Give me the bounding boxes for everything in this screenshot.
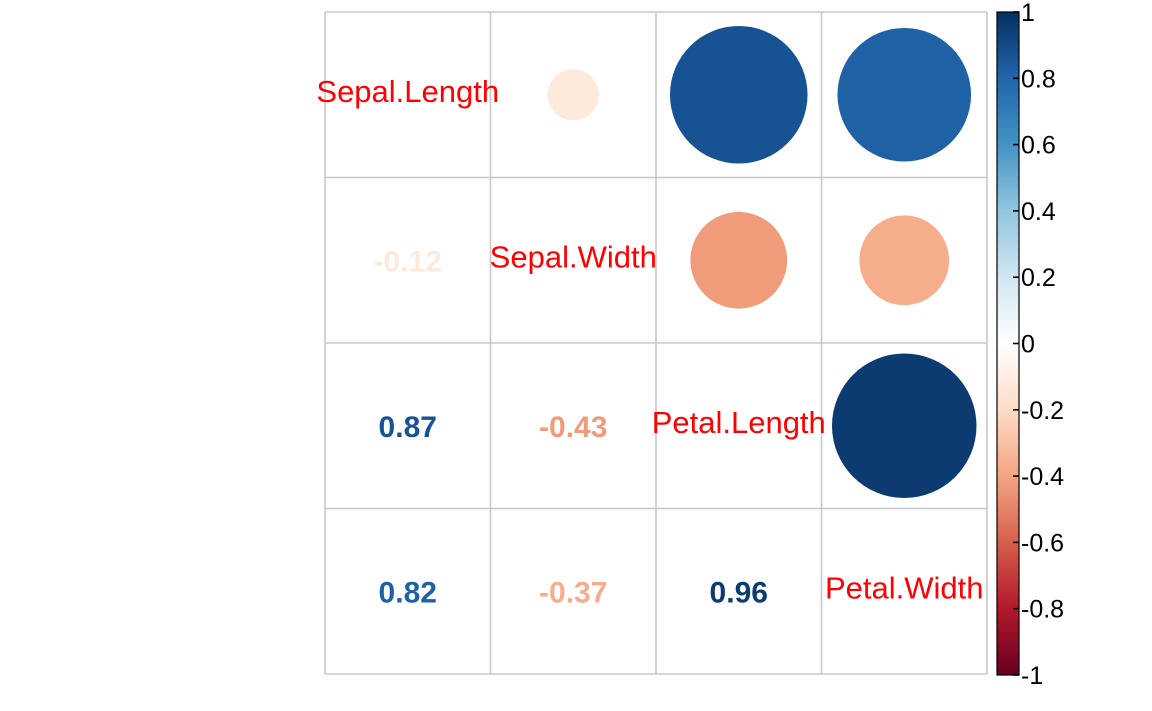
colorbar: 1 0.8 0.6 0.4 0.2 0 -0.2 -0.4 -0.6 -0.8 -1 — [996, 0, 1064, 690]
colorbar-gradient — [997, 12, 1019, 675]
variable-label: Sepal.Length — [316, 74, 499, 109]
matrix-grid: Sepal.Length Sepal.Width Petal.Length Petal… — [316, 11, 988, 675]
colorbar-tick-label: -1 — [1021, 662, 1043, 690]
corr-circle-Sepal.Length-Petal.Width — [837, 27, 972, 162]
colorbar-tick-label: 0.8 — [1021, 65, 1056, 93]
variable-labels: -0.12 0.87 -0.43 0.82 -0.37 0.96 — [374, 245, 768, 609]
colorbar-tick-label: 1 — [1021, 0, 1035, 27]
corr-value-label: 0.87 — [379, 411, 437, 444]
colorbar-tick-label: 0.4 — [1021, 198, 1056, 226]
colorbar-tick-label: 0.6 — [1021, 132, 1056, 160]
matrix-cells — [547, 25, 977, 499]
corr-circle-Sepal.Width-Petal.Length — [690, 211, 788, 309]
corr-circle-Petal.Length-Petal.Width — [831, 353, 977, 499]
corr-value-label: -0.12 — [374, 245, 442, 278]
variable-label: Petal.Width — [825, 570, 984, 605]
colorbar-tick-label: -0.2 — [1021, 397, 1064, 425]
corr-circle-Sepal.Width-Petal.Width — [859, 215, 950, 306]
corr-value-label: -0.43 — [539, 411, 607, 444]
colorbar-tick-label: -0.8 — [1021, 596, 1064, 624]
colorbar-tick-label: 0 — [1021, 331, 1035, 359]
corr-value-label: 0.96 — [710, 576, 768, 609]
variable-label: Petal.Length — [652, 405, 826, 440]
corr-circle-Sepal.Length-Petal.Length — [669, 25, 808, 164]
colorbar-tick-label: 0.2 — [1021, 264, 1056, 292]
variable-label: Sepal.Width — [490, 239, 657, 274]
corr-value-label: -0.37 — [539, 576, 607, 609]
corr-value-label: 0.82 — [379, 576, 437, 609]
colorbar-tick-label: -0.6 — [1021, 529, 1064, 557]
colorbar-tick-label: -0.4 — [1021, 463, 1064, 491]
corr-circle-Sepal.Length-Sepal.Width — [547, 69, 599, 121]
